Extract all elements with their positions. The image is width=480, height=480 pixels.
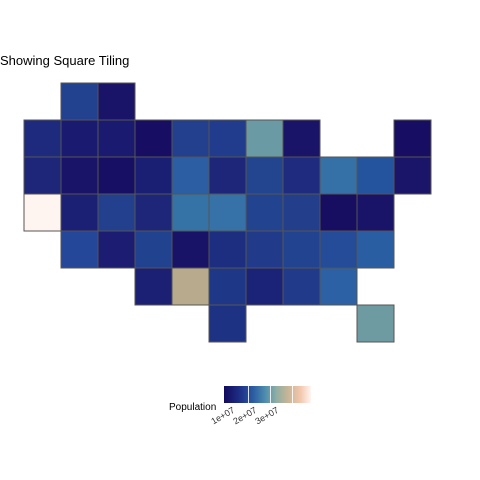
map-title: Showing Square Tiling <box>0 53 130 68</box>
state-tile <box>282 267 321 306</box>
state-tile <box>97 156 136 195</box>
state-tile <box>356 304 395 343</box>
state-tile <box>319 193 358 232</box>
state-tile <box>208 304 247 343</box>
state-tile <box>208 156 247 195</box>
state-tile <box>97 230 136 269</box>
legend-color-bar <box>224 386 311 403</box>
state-tile <box>356 230 395 269</box>
state-tile <box>171 230 210 269</box>
state-tile <box>171 119 210 158</box>
state-tile <box>171 193 210 232</box>
state-tile <box>319 156 358 195</box>
state-tile <box>134 156 173 195</box>
state-tile <box>60 230 99 269</box>
state-tile <box>60 119 99 158</box>
state-tile <box>282 119 321 158</box>
state-tile <box>245 119 284 158</box>
state-tile <box>393 119 432 158</box>
state-tile <box>134 267 173 306</box>
state-tile <box>171 267 210 306</box>
state-tile <box>23 119 62 158</box>
legend-title: Population <box>169 402 217 413</box>
state-tile <box>23 156 62 195</box>
state-tile <box>208 267 247 306</box>
state-tile <box>23 193 62 232</box>
legend-tick <box>270 386 272 403</box>
state-tile <box>393 156 432 195</box>
state-tile <box>282 193 321 232</box>
state-tile <box>208 119 247 158</box>
state-tile <box>60 193 99 232</box>
state-tile <box>245 230 284 269</box>
state-tile <box>60 82 99 121</box>
legend-tick <box>248 386 250 403</box>
state-tile <box>356 156 395 195</box>
legend-tick <box>291 386 293 403</box>
state-tile <box>134 193 173 232</box>
state-tile <box>97 82 136 121</box>
state-tile <box>245 156 284 195</box>
state-tile <box>208 230 247 269</box>
state-tile <box>282 230 321 269</box>
state-tile <box>356 193 395 232</box>
state-tile <box>245 193 284 232</box>
state-tile <box>171 156 210 195</box>
state-tile <box>245 267 284 306</box>
state-tile <box>282 156 321 195</box>
state-tile <box>208 193 247 232</box>
state-tile <box>134 119 173 158</box>
state-tile <box>60 156 99 195</box>
state-tile <box>134 230 173 269</box>
state-tile <box>97 119 136 158</box>
state-tile <box>319 230 358 269</box>
state-tile <box>319 267 358 306</box>
state-tile <box>97 193 136 232</box>
